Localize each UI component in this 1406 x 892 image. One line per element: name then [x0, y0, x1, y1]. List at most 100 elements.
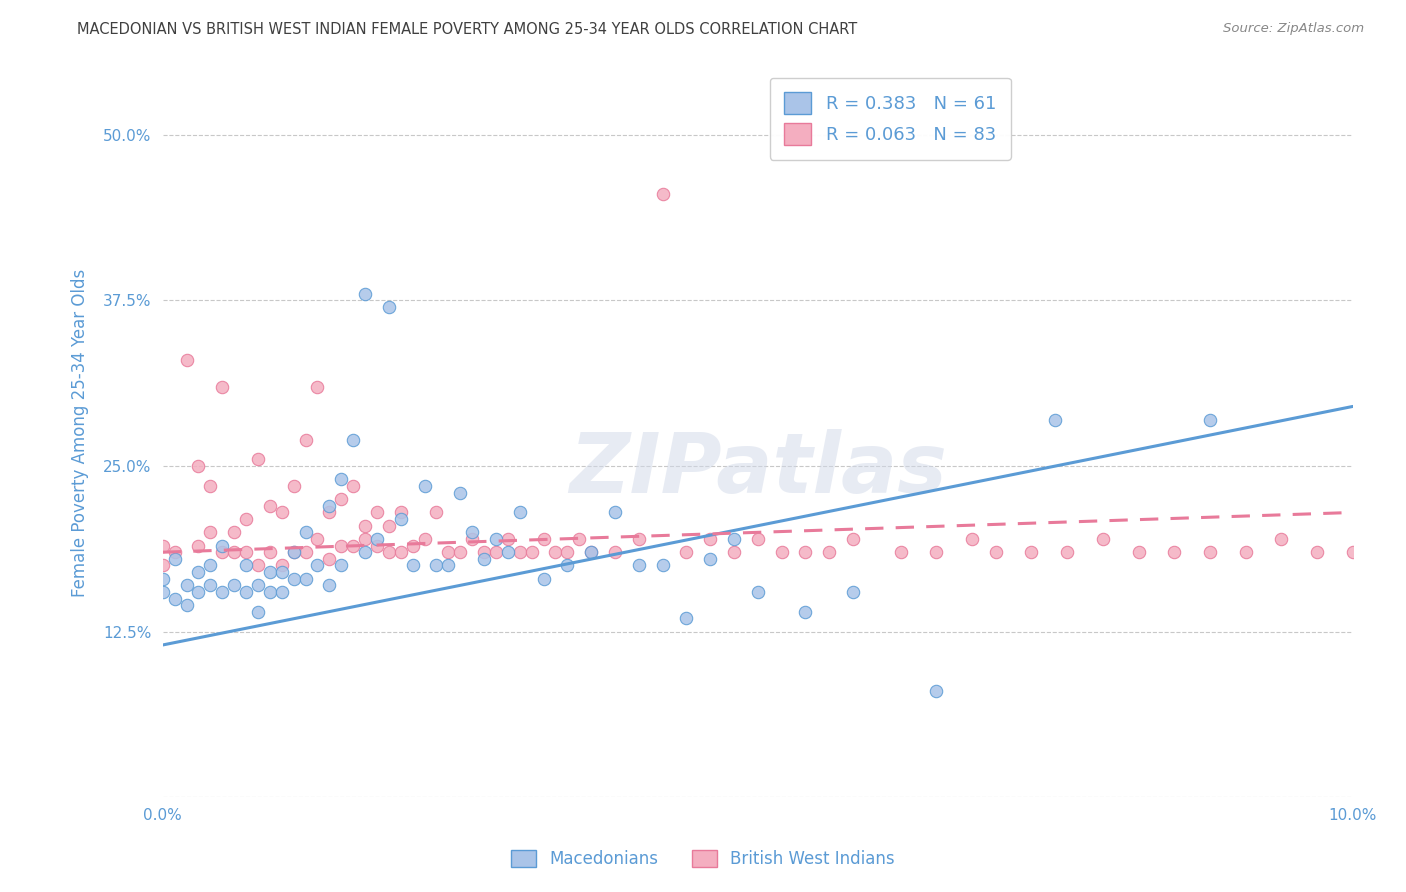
Point	[627, 558, 650, 573]
Point	[1199, 545, 1222, 559]
Point	[211, 585, 233, 599]
Point	[235, 585, 257, 599]
Text: MACEDONIAN VS BRITISH WEST INDIAN FEMALE POVERTY AMONG 25-34 YEAR OLDS CORRELATI: MACEDONIAN VS BRITISH WEST INDIAN FEMALE…	[77, 22, 858, 37]
Point	[152, 585, 174, 599]
Point	[378, 518, 401, 533]
Point	[496, 532, 519, 546]
Point	[330, 558, 353, 573]
Point	[651, 558, 673, 573]
Point	[163, 591, 186, 606]
Point	[568, 532, 591, 546]
Point	[747, 532, 769, 546]
Point	[496, 545, 519, 559]
Point	[389, 512, 412, 526]
Point	[187, 539, 209, 553]
Point	[176, 353, 198, 368]
Point	[283, 545, 305, 559]
Point	[318, 578, 340, 592]
Point	[984, 545, 1007, 559]
Point	[449, 545, 471, 559]
Point	[235, 512, 257, 526]
Point	[224, 578, 246, 592]
Point	[200, 479, 222, 493]
Point	[354, 518, 377, 533]
Point	[354, 545, 377, 559]
Point	[342, 539, 364, 553]
Point	[1199, 413, 1222, 427]
Point	[437, 545, 460, 559]
Point	[413, 532, 436, 546]
Point	[270, 585, 292, 599]
Point	[187, 459, 209, 474]
Point	[294, 545, 316, 559]
Legend: Macedonians, British West Indians: Macedonians, British West Indians	[505, 843, 901, 875]
Point	[1270, 532, 1292, 546]
Point	[200, 525, 222, 540]
Point	[675, 611, 697, 625]
Point	[246, 452, 269, 467]
Point	[925, 684, 948, 698]
Point	[354, 532, 377, 546]
Point	[378, 545, 401, 559]
Point	[246, 558, 269, 573]
Point	[1163, 545, 1185, 559]
Point	[270, 506, 292, 520]
Point	[485, 532, 508, 546]
Point	[259, 499, 281, 513]
Point	[366, 532, 388, 546]
Point	[366, 506, 388, 520]
Point	[925, 545, 948, 559]
Point	[294, 433, 316, 447]
Point	[603, 506, 626, 520]
Point	[890, 545, 912, 559]
Point	[509, 545, 531, 559]
Point	[152, 572, 174, 586]
Point	[224, 525, 246, 540]
Point	[294, 572, 316, 586]
Y-axis label: Female Poverty Among 25-34 Year Olds: Female Poverty Among 25-34 Year Olds	[72, 268, 89, 597]
Point	[472, 551, 495, 566]
Point	[1378, 585, 1400, 599]
Point	[461, 525, 484, 540]
Point	[627, 532, 650, 546]
Point	[747, 585, 769, 599]
Point	[842, 585, 865, 599]
Point	[283, 545, 305, 559]
Point	[176, 598, 198, 612]
Point	[413, 479, 436, 493]
Point	[366, 539, 388, 553]
Point	[461, 532, 484, 546]
Point	[401, 558, 423, 573]
Point	[557, 545, 579, 559]
Point	[259, 545, 281, 559]
Point	[425, 506, 447, 520]
Point	[425, 558, 447, 573]
Point	[318, 506, 340, 520]
Point	[1045, 413, 1067, 427]
Point	[579, 545, 602, 559]
Point	[509, 506, 531, 520]
Point	[675, 545, 697, 559]
Point	[187, 565, 209, 579]
Point	[472, 545, 495, 559]
Point	[318, 551, 340, 566]
Text: Source: ZipAtlas.com: Source: ZipAtlas.com	[1223, 22, 1364, 36]
Point	[235, 545, 257, 559]
Point	[533, 532, 555, 546]
Point	[1341, 545, 1364, 559]
Point	[294, 525, 316, 540]
Point	[401, 539, 423, 553]
Point	[520, 545, 543, 559]
Point	[283, 479, 305, 493]
Legend: R = 0.383   N = 61, R = 0.063   N = 83: R = 0.383 N = 61, R = 0.063 N = 83	[769, 78, 1011, 160]
Point	[794, 605, 817, 619]
Point	[342, 479, 364, 493]
Point	[259, 565, 281, 579]
Point	[176, 578, 198, 592]
Point	[818, 545, 841, 559]
Point	[330, 492, 353, 507]
Point	[270, 558, 292, 573]
Point	[318, 499, 340, 513]
Point	[1128, 545, 1150, 559]
Point	[1306, 545, 1329, 559]
